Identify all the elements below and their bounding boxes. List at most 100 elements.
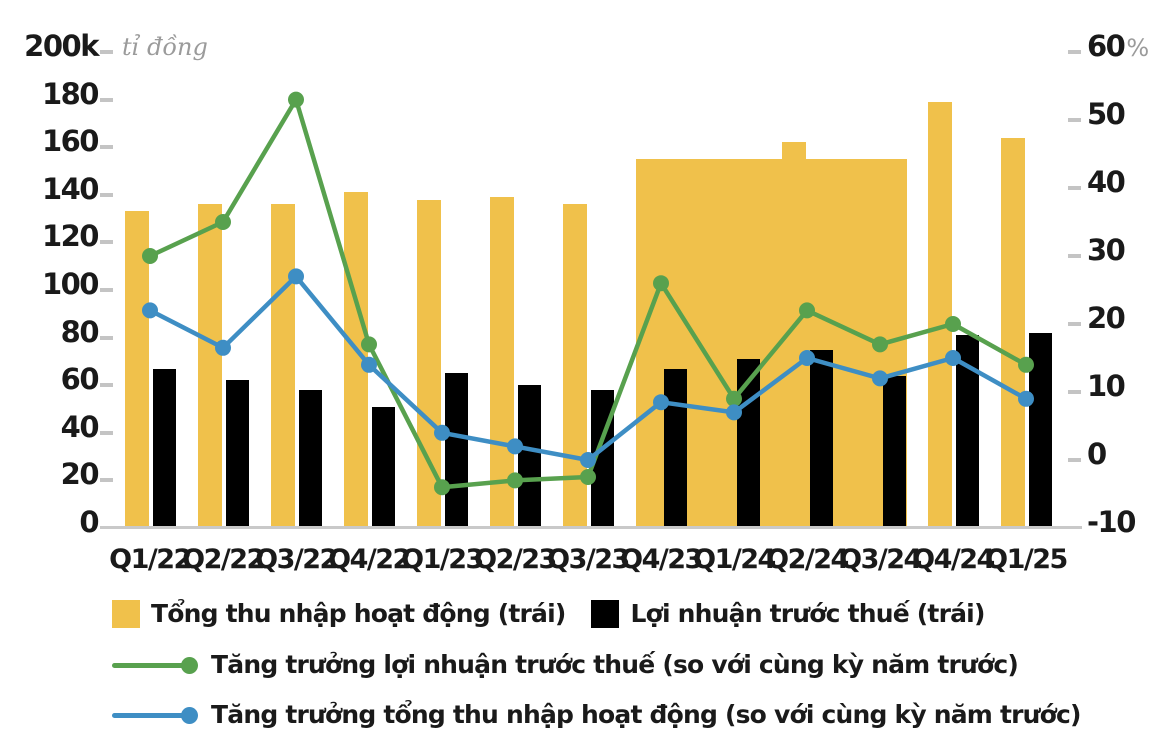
green-line-icon	[112, 663, 192, 668]
right-axis-tick-label: 0	[1087, 437, 1107, 471]
data-point-marker	[361, 356, 377, 373]
profit-bar	[883, 375, 906, 528]
right-axis-tick-label: 50	[1087, 97, 1126, 131]
data-point-marker	[580, 469, 596, 485]
right-tick-dash	[1068, 50, 1081, 54]
x-axis-label: Q4/24	[912, 544, 995, 575]
data-point-marker	[434, 479, 450, 496]
right-tick-dash	[1068, 118, 1081, 122]
left-tick-dash	[100, 240, 113, 245]
profit-bar	[226, 380, 249, 528]
profit-growth-legend-marker	[112, 656, 198, 674]
profit-bar	[153, 368, 176, 528]
data-point-marker	[945, 316, 961, 332]
income-bar	[490, 197, 514, 528]
profit-bar	[372, 406, 395, 528]
x-axis-label: Q1/24	[693, 544, 776, 575]
x-axis-label: Q3/24	[839, 544, 922, 575]
profit-legend-swatch	[591, 600, 620, 628]
data-point-marker	[142, 302, 158, 319]
left-axis-tick-label: 80	[60, 314, 100, 349]
data-point-marker	[288, 268, 304, 285]
left-tick-dash	[100, 430, 113, 435]
left-axis-tick-label: 140	[41, 171, 100, 206]
right-axis-tick-label: 40	[1087, 165, 1126, 199]
left-axis-tick-label: 200k	[24, 29, 99, 63]
legend-row-income-growth: Tăng trưởng tổng thu nhập hoạt động (so …	[112, 698, 1081, 732]
data-point-marker	[1018, 356, 1034, 373]
left-axis-tick-label: 60	[60, 362, 100, 397]
left-tick-dash	[100, 192, 113, 197]
data-point-marker	[1018, 390, 1034, 407]
x-axis-label: Q1/23	[401, 544, 484, 575]
left-axis-tick-label: 100	[41, 267, 100, 301]
profit-bar	[299, 389, 322, 528]
income-growth-legend-label: Tăng trưởng tổng thu nhập hoạt động (so …	[211, 700, 1081, 729]
profit-bar	[518, 385, 541, 528]
profit-bar	[445, 373, 468, 528]
left-tick-dash	[100, 97, 113, 102]
plot-area	[110, 52, 1066, 528]
right-axis-unit-label: %	[1126, 34, 1149, 62]
data-point-marker	[507, 438, 523, 455]
profit-bar	[1029, 332, 1052, 528]
left-tick-dash	[100, 288, 113, 292]
left-axis-tick-label: 160	[41, 124, 100, 159]
left-axis-tick-label: 180	[41, 76, 100, 111]
data-point-marker	[799, 350, 815, 366]
right-tick-dash	[1068, 254, 1081, 258]
blue-dot-icon	[181, 707, 198, 724]
x-axis-label: Q1/25	[985, 544, 1068, 575]
x-axis-label: Q4/22	[328, 544, 411, 575]
x-axis-label: Q3/22	[255, 544, 338, 575]
data-point-marker	[872, 370, 888, 387]
growth-lines	[142, 91, 1034, 496]
right-tick-dash	[1068, 322, 1081, 326]
left-axis-tick-label: 40	[60, 409, 100, 444]
income-legend-label: Tổng thu nhập hoạt động (trái)	[151, 599, 566, 628]
x-axis-baseline	[100, 526, 1082, 529]
left-axis-tick-label: 0	[79, 505, 99, 539]
x-axis-label: Q3/23	[547, 544, 630, 575]
income-bar	[928, 101, 952, 528]
profit-bar	[810, 349, 833, 528]
left-axis-tick-label: 20	[60, 457, 100, 492]
right-tick-dash	[1068, 186, 1081, 190]
right-axis-tick-label: -10	[1087, 505, 1136, 539]
left-tick-dash	[100, 145, 113, 150]
right-tick-dash	[1068, 390, 1081, 394]
profit-bar	[956, 335, 979, 528]
income-bar	[271, 204, 295, 528]
data-point-marker	[726, 404, 742, 421]
income-bar	[125, 211, 149, 528]
data-point-marker	[215, 339, 231, 356]
x-axis-label: Q2/24	[766, 544, 849, 575]
data-point-marker	[945, 350, 961, 366]
right-axis-tick-label: 60%	[1087, 29, 1149, 63]
income-growth-line	[147, 274, 1029, 463]
data-point-marker	[288, 91, 304, 108]
left-tick-dash	[100, 383, 113, 388]
data-point-marker	[580, 452, 596, 468]
right-axis-tick-label: 10	[1087, 369, 1126, 403]
x-axis-label: Q1/22	[109, 544, 192, 575]
data-point-marker	[799, 302, 815, 319]
right-axis-tick-label: 20	[1087, 301, 1126, 335]
green-dot-icon	[181, 657, 198, 674]
x-axis-label: Q2/22	[182, 544, 265, 575]
income-bar	[1001, 137, 1025, 528]
left-tick-dash	[100, 50, 113, 54]
legend-row-bars: Tổng thu nhập hoạt động (trái) Lợi nhuận…	[112, 597, 985, 631]
data-point-marker	[653, 394, 669, 411]
right-tick-dash	[1068, 458, 1081, 462]
income-legend-swatch	[112, 600, 140, 628]
left-axis-unit-label: tỉ đồng	[122, 33, 208, 61]
income-bar	[198, 204, 222, 528]
data-point-marker	[507, 472, 523, 489]
x-axis-label: Q2/23	[474, 544, 557, 575]
left-tick-dash	[100, 335, 113, 340]
blue-line-icon	[112, 713, 192, 718]
x-axis-label: Q4/23	[620, 544, 703, 575]
profit-bar	[737, 359, 760, 528]
